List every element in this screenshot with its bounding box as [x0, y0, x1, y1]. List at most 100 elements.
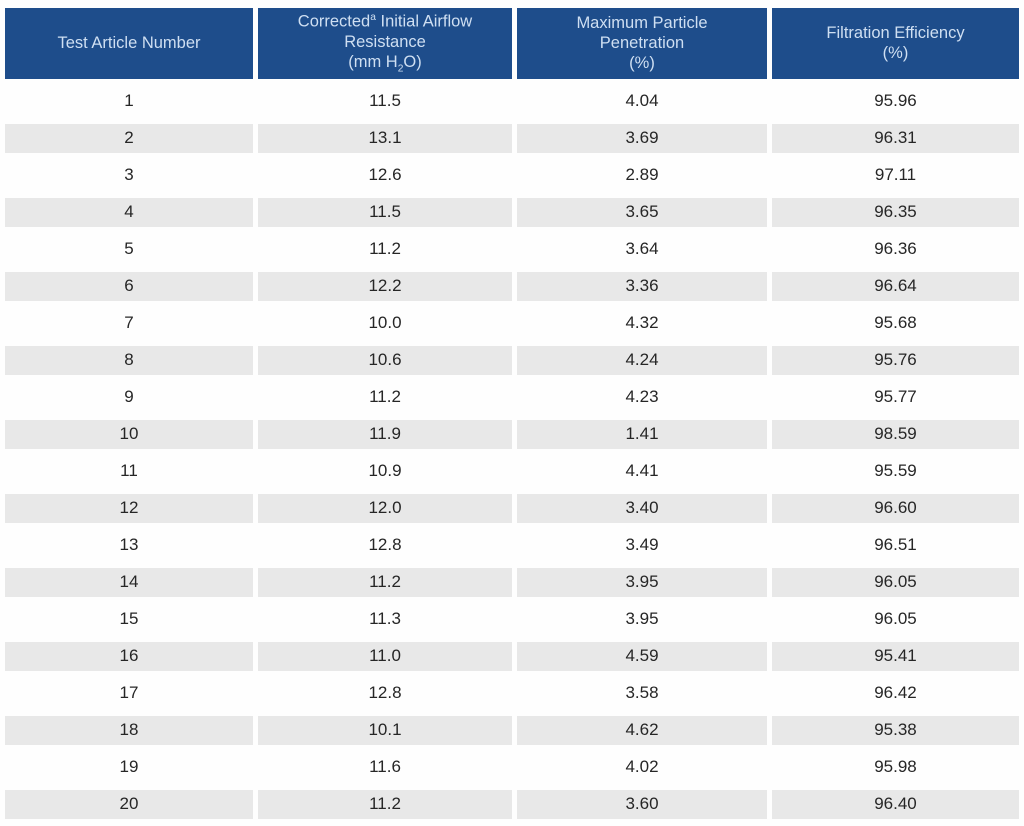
header-line: Resistance [344, 32, 426, 51]
cell-filtration-efficiency: 96.35 [772, 197, 1019, 227]
cell-test-article-number: 2 [5, 123, 253, 153]
cell-filtration-efficiency: 95.98 [874, 757, 917, 777]
table-row: 7 10.0 4.32 95.68 [5, 309, 1019, 338]
column-header-particle-penetration: Maximum Particle Penetration (%) [517, 8, 767, 79]
cell-airflow-resistance: 11.2 [369, 387, 401, 407]
table-body: 1 11.5 4.04 95.96 2 13.1 3.69 96.31 3 12… [5, 87, 1019, 819]
cell-airflow-resistance: 11.6 [369, 757, 401, 777]
cell-airflow-resistance: 13.1 [258, 123, 512, 153]
cell-filtration-efficiency: 96.60 [772, 493, 1019, 523]
cell-test-article-number: 17 [119, 683, 139, 703]
cell-particle-penetration: 3.49 [625, 535, 659, 555]
table-row: 18 10.1 4.62 95.38 [5, 715, 1019, 745]
table-row: 4 11.5 3.65 96.35 [5, 197, 1019, 227]
header-line: Maximum Particle [576, 14, 708, 33]
cell-test-article-number: 19 [119, 757, 139, 777]
table-row: 8 10.6 4.24 95.76 [5, 345, 1019, 375]
cell-filtration-efficiency: 95.59 [874, 461, 917, 481]
cell-particle-penetration: 4.62 [517, 715, 767, 745]
cell-test-article-number: 12 [5, 493, 253, 523]
cell-test-article-number: 3 [124, 165, 134, 185]
cell-airflow-resistance: 11.5 [258, 197, 512, 227]
cell-filtration-efficiency: 95.68 [874, 313, 917, 333]
table-row: 3 12.6 2.89 97.11 [5, 161, 1019, 190]
table-row: 17 12.8 3.58 96.42 [5, 679, 1019, 708]
cell-airflow-resistance: 11.0 [258, 641, 512, 671]
cell-test-article-number: 20 [5, 789, 253, 819]
table-row: 12 12.0 3.40 96.60 [5, 493, 1019, 523]
cell-particle-penetration: 4.04 [625, 91, 659, 111]
cell-particle-penetration: 3.36 [517, 271, 767, 301]
header-row: Test Article Number Correcteda Initial A… [5, 8, 1019, 79]
cell-particle-penetration: 4.41 [625, 461, 659, 481]
header-line: (%) [882, 44, 909, 63]
cell-particle-penetration: 3.95 [625, 609, 659, 629]
cell-airflow-resistance: 11.5 [369, 91, 401, 111]
cell-test-article-number: 6 [5, 271, 253, 301]
cell-particle-penetration: 4.59 [517, 641, 767, 671]
cell-particle-penetration: 3.60 [517, 789, 767, 819]
header-line: (%) [629, 54, 655, 73]
cell-test-article-number: 11 [120, 461, 138, 481]
table-row: 1 11.5 4.04 95.96 [5, 87, 1019, 116]
cell-airflow-resistance: 12.2 [258, 271, 512, 301]
cell-test-article-number: 16 [5, 641, 253, 671]
cell-test-article-number: 8 [5, 345, 253, 375]
cell-filtration-efficiency: 96.51 [874, 535, 917, 555]
cell-filtration-efficiency: 96.05 [874, 609, 917, 629]
cell-filtration-efficiency: 95.77 [874, 387, 917, 407]
cell-particle-penetration: 3.58 [625, 683, 659, 703]
header-line: Filtration Efficiency [826, 24, 965, 43]
cell-particle-penetration: 1.41 [517, 419, 767, 449]
cell-test-article-number: 13 [119, 535, 139, 555]
subscript-h2o: 2 [397, 62, 404, 74]
cell-test-article-number: 10 [5, 419, 253, 449]
cell-test-article-number: 15 [119, 609, 139, 629]
cell-filtration-efficiency: 95.38 [772, 715, 1019, 745]
header-line: (mm H2O) [348, 52, 422, 74]
cell-airflow-resistance: 11.2 [369, 239, 401, 259]
cell-airflow-resistance: 12.6 [368, 165, 402, 185]
column-header-filtration-efficiency: Filtration Efficiency (%) [772, 8, 1019, 79]
cell-filtration-efficiency: 96.36 [874, 239, 917, 259]
cell-airflow-resistance: 11.9 [258, 419, 512, 449]
cell-particle-penetration: 2.89 [625, 165, 659, 185]
column-header-airflow-resistance: Correcteda Initial Airflow Resistance (m… [258, 8, 512, 79]
column-header-test-article-number: Test Article Number [5, 8, 253, 79]
table-row: 10 11.9 1.41 98.59 [5, 419, 1019, 449]
table-row: 16 11.0 4.59 95.41 [5, 641, 1019, 671]
cell-particle-penetration: 4.23 [625, 387, 659, 407]
table-row: 14 11.2 3.95 96.05 [5, 567, 1019, 597]
cell-test-article-number: 1 [124, 91, 134, 111]
cell-filtration-efficiency: 95.41 [772, 641, 1019, 671]
header-line: Test Article Number [57, 34, 201, 53]
table-row: 5 11.2 3.64 96.36 [5, 235, 1019, 264]
cell-particle-penetration: 4.32 [625, 313, 659, 333]
cell-airflow-resistance: 10.1 [258, 715, 512, 745]
cell-particle-penetration: 3.64 [625, 239, 659, 259]
cell-airflow-resistance: 10.6 [258, 345, 512, 375]
table-row: 20 11.2 3.60 96.40 [5, 789, 1019, 819]
table-row: 15 11.3 3.95 96.05 [5, 605, 1019, 634]
cell-particle-penetration: 4.24 [517, 345, 767, 375]
cell-airflow-resistance: 12.8 [368, 683, 402, 703]
table-row: 11 10.9 4.41 95.59 [5, 457, 1019, 486]
header-line: Penetration [599, 34, 685, 53]
cell-airflow-resistance: 12.8 [368, 535, 402, 555]
superscript-footnote-a: a [370, 12, 376, 23]
cell-filtration-efficiency: 95.96 [874, 91, 917, 111]
table-row: 13 12.8 3.49 96.51 [5, 531, 1019, 560]
cell-filtration-efficiency: 96.42 [874, 683, 917, 703]
table-header: Test Article Number Correcteda Initial A… [5, 8, 1019, 79]
cell-filtration-efficiency: 96.64 [772, 271, 1019, 301]
cell-airflow-resistance: 10.0 [368, 313, 402, 333]
cell-filtration-efficiency: 95.76 [772, 345, 1019, 375]
cell-particle-penetration: 3.65 [517, 197, 767, 227]
cell-test-article-number: 5 [124, 239, 134, 259]
cell-particle-penetration: 3.95 [517, 567, 767, 597]
cell-particle-penetration: 3.40 [517, 493, 767, 523]
cell-filtration-efficiency: 98.59 [772, 419, 1019, 449]
cell-particle-penetration: 4.02 [625, 757, 659, 777]
